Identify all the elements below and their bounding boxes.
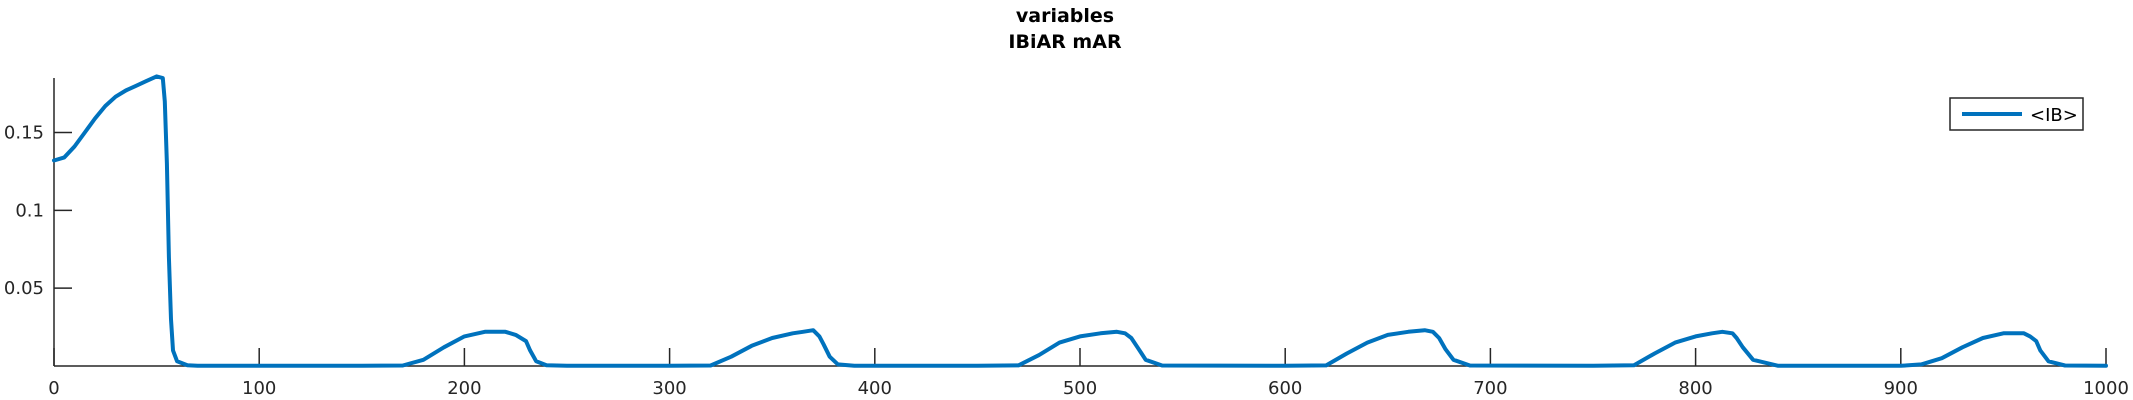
x-tick-label: 700 xyxy=(1473,378,1507,399)
x-tick-label: 1000 xyxy=(2083,378,2129,399)
x-tick-label: 0 xyxy=(48,378,59,399)
y-tick-label: 0.1 xyxy=(15,200,44,221)
chart-subtitle: IBiAR mAR xyxy=(1008,31,1122,53)
legend: <IB> xyxy=(1949,97,2084,131)
legend-label: <IB> xyxy=(2030,105,2078,126)
x-tick-label: 400 xyxy=(858,378,892,399)
x-tick-label: 100 xyxy=(242,378,276,399)
chart-title: variables xyxy=(1016,5,1114,27)
y-tick-label: 0.15 xyxy=(4,122,44,143)
series-line-ib xyxy=(52,74,2108,368)
y-tick-label: 0.05 xyxy=(4,278,44,299)
plot-area: 0 100 200 300 400 500 600 700 800 900 1000 0.05 0.1 0… xyxy=(4,74,2129,399)
x-tick-label: 200 xyxy=(447,378,481,399)
x-tick-label: 600 xyxy=(1268,378,1302,399)
x-tick-label: 800 xyxy=(1678,378,1712,399)
x-tick-label: 900 xyxy=(1884,378,1918,399)
x-tick-label: 300 xyxy=(652,378,686,399)
x-tick-label: 500 xyxy=(1063,378,1097,399)
